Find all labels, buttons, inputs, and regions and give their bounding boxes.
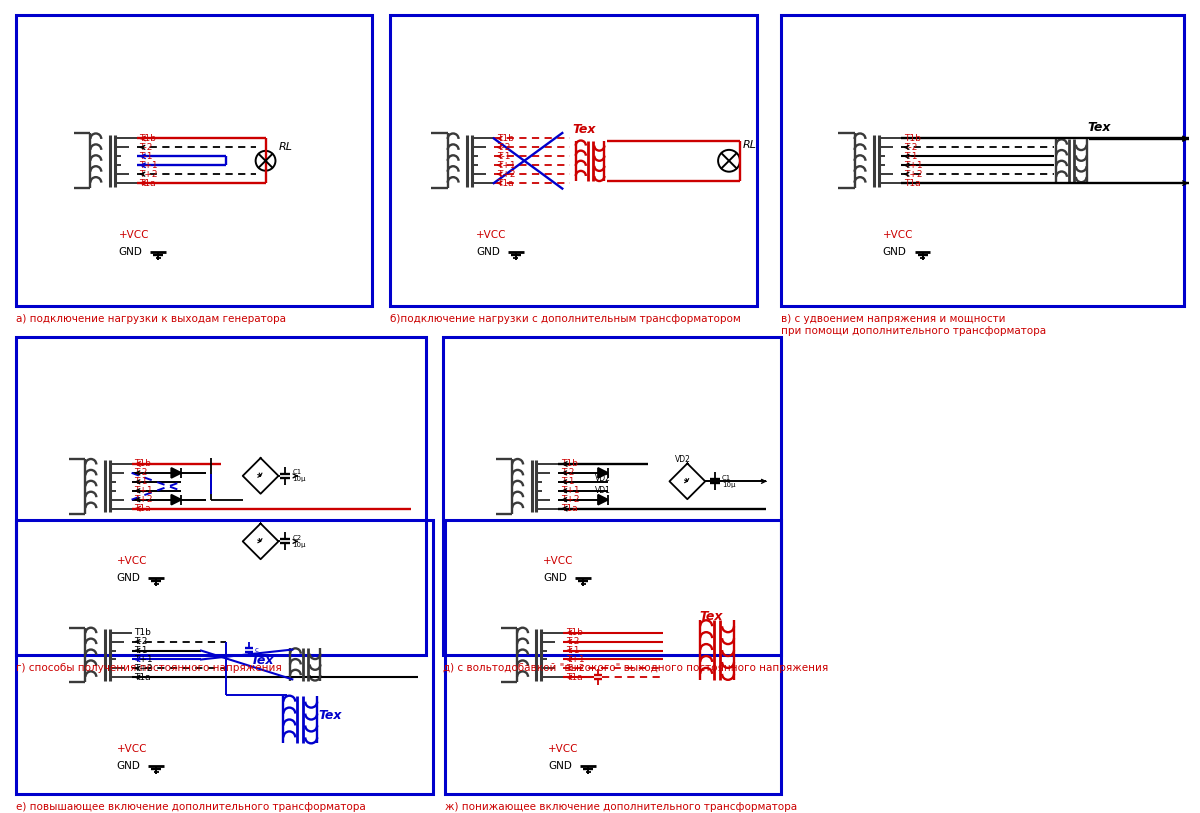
Bar [17,520,433,794]
Text: T1b: T1b [904,134,920,143]
Text: T+1: T+1 [566,655,584,664]
Text: T+2: T+2 [134,495,154,504]
Text: T+2: T+2 [904,170,922,179]
Text: GND: GND [544,572,568,583]
Text: а) подключение нагрузки к выходам генератора: а) подключение нагрузки к выходам генера… [17,314,287,324]
Text: T-1: T-1 [566,646,580,655]
Text: C1
10µ: C1 10µ [722,475,736,488]
Text: GND: GND [548,761,572,772]
Bar [17,337,426,655]
Text: T-1: T-1 [904,152,917,161]
Text: RL: RL [743,140,757,150]
Text: +VCC: +VCC [883,230,913,240]
Text: T1a: T1a [134,673,151,682]
Text: T1a: T1a [139,179,156,188]
Text: T-1: T-1 [134,477,148,486]
Text: GND: GND [119,247,143,257]
Text: GND: GND [116,572,140,583]
Text: T-2: T-2 [134,468,148,477]
Text: VD2: VD2 [676,455,691,464]
Text: при помощи дополнительного трансформатора: при помощи дополнительного трансформатор… [781,325,1045,336]
Text: е) повышающее включение дополнительного трансформатора: е) повышающее включение дополнительного … [17,802,366,812]
Text: T-2: T-2 [139,143,152,152]
Bar [17,15,372,306]
Text: T+1: T+1 [904,161,923,170]
Text: Tex: Tex [251,654,274,667]
Polygon shape [598,468,608,478]
Text: ж) понижающее включение дополнительного трансформатора: ж) понижающее включение дополнительного … [445,802,797,812]
Text: T1b: T1b [134,628,151,637]
Text: T+1: T+1 [497,161,516,170]
Polygon shape [172,468,181,478]
Text: +VCC: +VCC [476,230,506,240]
Text: C1
10µ: C1 10µ [293,469,306,482]
Text: T1a: T1a [904,179,920,188]
Text: T-2: T-2 [566,637,580,646]
Text: T1b: T1b [139,134,156,143]
Text: +VCC: +VCC [116,744,148,754]
Polygon shape [598,495,608,505]
Text: T-1: T-1 [134,646,148,655]
Text: T+1: T+1 [139,161,158,170]
Text: Tex: Tex [1087,120,1111,133]
Text: RL: RL [278,142,293,152]
Text: T-2: T-2 [497,143,510,152]
Bar [781,15,1183,306]
Text: T-2: T-2 [904,143,917,152]
Text: T-1: T-1 [139,152,154,161]
Text: Tex: Tex [318,709,342,722]
Text: г) способы получения постоянного напряжения: г) способы получения постоянного напряже… [17,663,282,673]
Text: T1a: T1a [497,179,514,188]
Text: +VCC: +VCC [116,556,148,566]
Text: T+2: T+2 [562,495,580,504]
Text: в) с удвоением напряжения и мощности: в) с удвоением напряжения и мощности [781,314,1006,324]
Text: T-1: T-1 [497,152,510,161]
Text: T1b: T1b [134,459,151,468]
Bar [443,337,781,655]
Text: +VCC: +VCC [548,744,578,754]
Text: T+1: T+1 [134,486,154,495]
Text: T1b: T1b [562,459,578,468]
Text: C2
10µ: C2 10µ [293,535,306,548]
Text: T+1: T+1 [562,486,580,495]
Text: T1a: T1a [566,673,583,682]
Text: T+2: T+2 [134,664,154,673]
Text: Tex: Tex [572,123,595,136]
Text: GND: GND [883,247,907,257]
Text: д) с вольтодобавкой "высокого" выходного постоянного напряжения: д) с вольтодобавкой "высокого" выходного… [443,663,828,673]
Text: T+1: T+1 [134,655,154,664]
Text: VD2: VD2 [595,474,611,484]
Text: GND: GND [116,761,140,772]
Text: T1a: T1a [134,504,151,513]
Text: Tex: Tex [700,610,722,623]
Text: T-1: T-1 [562,477,575,486]
Text: T-2: T-2 [134,637,148,646]
Text: б)подключение нагрузки с дополнительным трансформатором: б)подключение нагрузки с дополнительным … [390,314,740,324]
Text: c: c [254,646,258,653]
Text: T+2: T+2 [566,664,584,673]
Text: T+2: T+2 [139,170,158,179]
Text: T-2: T-2 [562,468,575,477]
Bar [390,15,757,306]
Text: T1b: T1b [566,628,583,637]
Bar [445,520,781,794]
Text: T+2: T+2 [497,170,515,179]
Text: T1b: T1b [497,134,514,143]
Text: GND: GND [476,247,500,257]
Text: +VCC: +VCC [544,556,574,566]
Text: VD1: VD1 [595,486,611,495]
Text: +VCC: +VCC [119,230,149,240]
Polygon shape [172,495,181,505]
Text: T1a: T1a [562,504,578,513]
